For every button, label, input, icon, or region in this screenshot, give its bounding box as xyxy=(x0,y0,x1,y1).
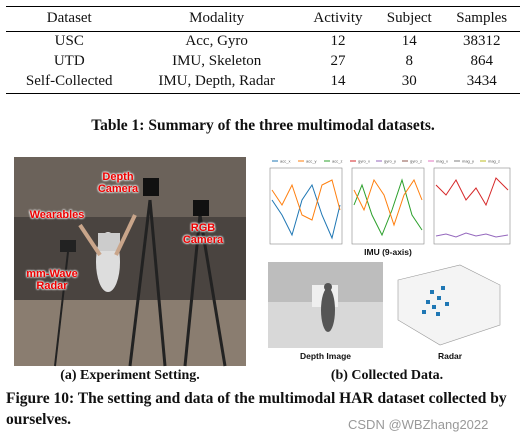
imu-trace xyxy=(353,178,423,237)
imu-trace xyxy=(435,232,509,238)
legend-label: acc_y xyxy=(306,159,316,164)
legend-label: acc_x xyxy=(280,159,290,164)
table-cell: 3434 xyxy=(443,72,520,94)
table-cell: 12 xyxy=(330,33,346,49)
legend-label: mag_z xyxy=(488,159,500,164)
table-cell: 38312 xyxy=(462,33,501,49)
imu-panel xyxy=(351,167,425,245)
table-row: UTD IMU, Skeleton 27 8 864 xyxy=(6,52,520,72)
table-row: USC Acc, Gyro 12 14 38312 xyxy=(6,32,520,53)
arm xyxy=(114,214,137,256)
depth-head xyxy=(324,283,332,291)
table-cell: Acc, Gyro xyxy=(185,33,248,49)
table-cell: 14 xyxy=(300,72,376,94)
imu-trace xyxy=(435,177,509,207)
imu-trace xyxy=(271,183,341,240)
depth-camera xyxy=(143,178,159,196)
table-cell: Self-Collected xyxy=(6,72,133,94)
imu-trace xyxy=(353,178,423,227)
imu-panel xyxy=(269,167,343,245)
panel-label: Depth Image xyxy=(299,351,351,361)
legend-label: gyro_z xyxy=(410,159,422,164)
subcaption: (b) Collected Data. xyxy=(330,368,444,383)
table-cell: 864 xyxy=(470,53,493,69)
table-cell: 8 xyxy=(405,53,413,69)
legend-label: gyro_x xyxy=(358,159,370,164)
table-cell: 14 xyxy=(401,33,417,49)
photo-label: Wearables xyxy=(29,209,85,221)
face-blur xyxy=(98,233,120,251)
header-cell: Subject xyxy=(375,6,444,32)
legend-label: mag_x xyxy=(436,159,448,164)
legend-label: acc_z xyxy=(332,159,342,164)
header-cell: Samples xyxy=(443,6,520,32)
figure-caption: Figure 10: The setting and data of the m… xyxy=(6,390,507,428)
watermark: CSDN @WBZhang2022 xyxy=(348,417,489,432)
radar xyxy=(60,240,76,252)
table-cell: 27 xyxy=(330,53,346,69)
table-cell: 30 xyxy=(375,72,444,94)
table-cell: UTD xyxy=(53,53,85,69)
radar-stand xyxy=(54,251,69,367)
panel-label: IMU (9-axis) xyxy=(364,247,412,257)
depth-person xyxy=(321,288,335,332)
tripod xyxy=(198,214,227,367)
table-body: USC Acc, Gyro 12 14 38312 UTD IMU, Skeleton 27 8… xyxy=(6,32,520,94)
photo-label: mm-Wave Radar xyxy=(26,268,78,292)
arm xyxy=(78,223,102,257)
dataset-table: Dataset Modality Activity Subject Sample… xyxy=(6,6,520,94)
imu-trace xyxy=(271,179,341,221)
table-cell: USC xyxy=(54,33,84,49)
imu-panel xyxy=(433,167,511,245)
header-row: Dataset Modality Activity Subject Sample… xyxy=(6,6,520,32)
panel-label: Radar xyxy=(437,351,463,361)
table-caption: Table 1: Summary of the three multimodal… xyxy=(91,117,435,134)
table-cell: IMU, Skeleton xyxy=(172,53,262,69)
tripod xyxy=(183,214,202,367)
tripod xyxy=(128,199,152,367)
table-row: Self-Collected IMU, Depth, Radar 14 30 3434 xyxy=(6,72,520,94)
subcaption: (a) Experiment Setting. xyxy=(60,368,200,383)
header-cell: Modality xyxy=(132,6,301,32)
header-cell: Activity xyxy=(300,6,376,32)
photo-label: RGB Camera xyxy=(182,222,224,246)
legend-label: gyro_y xyxy=(384,159,396,164)
legend-label: mag_y xyxy=(462,159,474,164)
tripod xyxy=(148,199,167,367)
header-cell: Dataset xyxy=(6,6,133,32)
table-cell: IMU, Depth, Radar xyxy=(132,72,301,94)
rgb-camera xyxy=(193,200,209,216)
radar-points xyxy=(422,286,449,316)
photo-label: Depth Camera xyxy=(97,171,139,195)
imu-legend: acc_x acc_y acc_z gyro_x gyro_y gyro_z mag_x ma… xyxy=(272,159,500,164)
